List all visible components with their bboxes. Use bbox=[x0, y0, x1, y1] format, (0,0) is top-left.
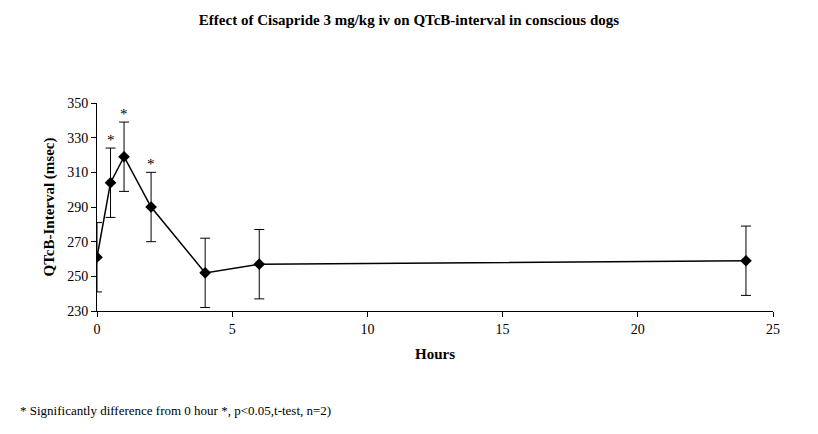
svg-text:350: 350 bbox=[67, 96, 88, 111]
svg-text:230: 230 bbox=[67, 304, 88, 319]
svg-text:*: * bbox=[107, 132, 115, 148]
svg-text:5: 5 bbox=[229, 322, 236, 337]
svg-text:*: * bbox=[147, 156, 155, 172]
svg-text:290: 290 bbox=[67, 200, 88, 215]
svg-text:QTcB-Interval (msec): QTcB-Interval (msec) bbox=[41, 137, 58, 276]
svg-text:10: 10 bbox=[360, 322, 374, 337]
svg-text:Effect of Cisapride 3 mg/kg iv: Effect of Cisapride 3 mg/kg iv on QTcB-i… bbox=[199, 12, 619, 28]
svg-text:310: 310 bbox=[67, 165, 88, 180]
svg-text:15: 15 bbox=[496, 322, 510, 337]
svg-text:0: 0 bbox=[94, 322, 101, 337]
svg-text:270: 270 bbox=[67, 235, 88, 250]
svg-text:Hours: Hours bbox=[415, 346, 455, 362]
svg-text:250: 250 bbox=[67, 269, 88, 284]
svg-text:*: * bbox=[120, 106, 128, 122]
svg-text:25: 25 bbox=[766, 322, 780, 337]
svg-text:330: 330 bbox=[67, 131, 88, 146]
svg-text:* Significantly difference fro: * Significantly difference from 0 hour *… bbox=[20, 403, 331, 418]
svg-text:20: 20 bbox=[631, 322, 645, 337]
